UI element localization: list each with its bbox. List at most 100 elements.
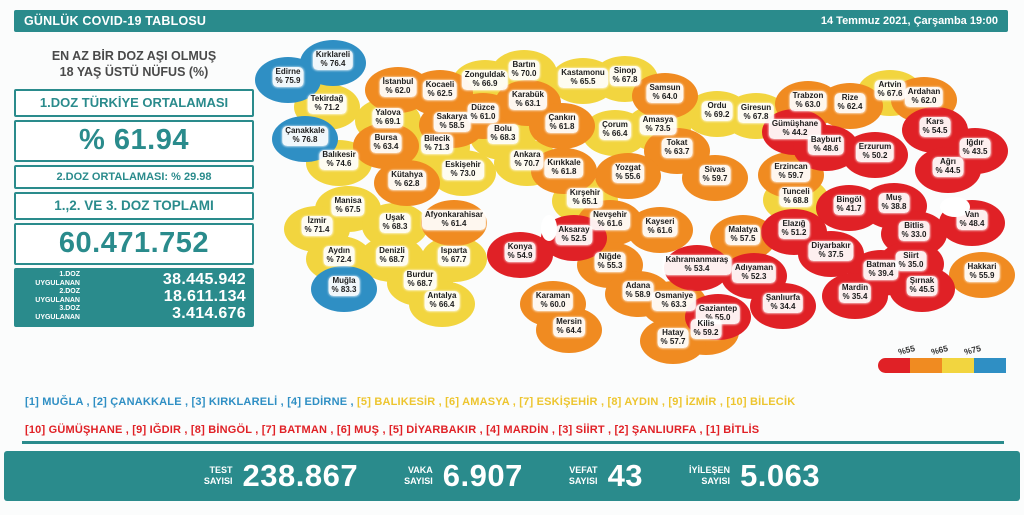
province-label-erzincan: Erzincan% 59.7 xyxy=(771,162,811,182)
province-region-erzincan xyxy=(758,152,824,198)
province-label-i̇zmir: İzmir% 71.4 xyxy=(301,216,333,236)
page-title: GÜNLÜK COVID-19 TABLOSU xyxy=(24,14,207,28)
province-label-aydın: Aydın% 72.4 xyxy=(323,246,355,266)
province-region-uşak xyxy=(362,203,428,249)
province-region-denizli xyxy=(359,236,425,282)
province-region-ağrı xyxy=(915,147,981,193)
dose-breakdown-block: 1.DOZ UYGULANAN 38.445.942 2.DOZ UYGULANAN 18… xyxy=(14,267,254,327)
province-label-ağrı: Ağrı% 44.5 xyxy=(932,157,964,177)
province-region-gümüşhane xyxy=(762,109,828,155)
province-label-karabük: Karabük% 63.1 xyxy=(508,90,548,110)
province-region-osmaniye xyxy=(641,281,707,327)
province-label-muş: Muş% 38.8 xyxy=(878,193,910,213)
province-label-eskişehir: Eskişehir% 73.0 xyxy=(442,160,484,180)
vaccination-stats-panel: EN AZ BİR DOZ AŞI OLMUŞ 18 YAŞ ÜSTÜ NÜFU… xyxy=(14,48,254,327)
province-label-adıyaman: Adıyaman% 52.3 xyxy=(731,263,777,283)
province-region-burdur xyxy=(387,260,453,306)
province-label-ardahan: Ardahan% 62.0 xyxy=(904,87,944,107)
province-region-kırklareli xyxy=(300,40,366,86)
separator-line xyxy=(22,441,1004,444)
province-label-şanlıurfa: Şanlıurfa% 34.4 xyxy=(762,293,804,313)
province-label-hatay: Hatay% 57.7 xyxy=(657,328,689,348)
province-region-kahramanmaraş xyxy=(664,245,730,291)
province-label-niğde: Niğde% 55.3 xyxy=(594,252,626,272)
province-region-isparta xyxy=(421,236,487,282)
province-region-kastamonu xyxy=(550,58,616,104)
top-title-bar: GÜNLÜK COVID-19 TABLOSU 14 Temmuz 2021, … xyxy=(14,10,1008,32)
province-label-düzce: Düzce% 61.0 xyxy=(467,103,499,123)
province-label-elazığ: Elazığ% 51.2 xyxy=(778,219,810,239)
province-region-mardin xyxy=(822,273,888,319)
dose-row-value: 18.611.134 xyxy=(163,288,246,305)
province-region-batman xyxy=(848,250,914,296)
province-region-elazığ xyxy=(761,209,827,255)
province-region-adıyaman xyxy=(721,253,787,299)
dose-row-label: 3.DOZ UYGULANAN xyxy=(35,305,80,321)
province-label-sivas: Sivas% 59.7 xyxy=(699,165,731,185)
province-region-artvin xyxy=(857,70,923,116)
province-region-çanakkale xyxy=(272,116,338,162)
dose-row-value: 3.414.676 xyxy=(172,305,246,322)
province-label-ordu: Ordu% 69.2 xyxy=(701,101,733,121)
province-label-uşak: Uşak% 68.3 xyxy=(379,213,411,233)
dose1-average-label: 1.DOZ TÜRKİYE ORTALAMASI xyxy=(14,88,254,117)
province-label-rize: Rize% 62.4 xyxy=(834,93,866,113)
province-region-antalya xyxy=(409,281,475,327)
province-region-muğla xyxy=(311,266,377,312)
province-label-hakkari: Hakkari% 55.9 xyxy=(964,262,1000,282)
province-label-konya: Konya% 54.9 xyxy=(504,242,536,262)
province-label-çanakkale: Çanakkale% 76.8 xyxy=(282,126,328,146)
province-label-yozgat: Yozgat% 55.6 xyxy=(612,163,644,183)
province-region-şanlıurfa xyxy=(750,283,816,329)
province-label-yalova: Yalova% 69.1 xyxy=(372,108,404,128)
province-region-çankırı xyxy=(529,103,595,149)
province-label-artvin: Artvin% 67.6 xyxy=(874,80,906,100)
province-region-tekirdağ xyxy=(294,84,360,130)
province-label-tunceli: Tunceli% 68.8 xyxy=(779,187,813,207)
province-region-düzce xyxy=(450,93,516,139)
province-region-kütahya xyxy=(374,160,440,206)
province-label-diyarbakır: Diyarbakır% 37.5 xyxy=(808,241,854,261)
province-region-i̇zmir xyxy=(284,206,350,252)
province-label-balıkesir: Balıkesir% 74.6 xyxy=(319,150,359,170)
province-label-mardin: Mardin% 35.4 xyxy=(838,283,872,303)
province-region-muş xyxy=(861,183,927,229)
province-region-karabük xyxy=(495,80,561,126)
province-region-bitlis xyxy=(881,211,947,257)
province-label-kırıkkale: Kırıkkale% 61.8 xyxy=(544,158,584,178)
province-region-bingöl xyxy=(816,185,882,231)
province-region-tokat xyxy=(644,128,710,174)
stat-label: VAKA SAYISI xyxy=(404,464,433,486)
province-region-manisa xyxy=(315,186,381,232)
province-label-şırnak: Şırnak% 45.5 xyxy=(906,276,938,296)
legend-segment-orange xyxy=(910,358,942,373)
province-region-kırıkkale xyxy=(531,148,597,194)
province-label-kahramanmaraş: Kahramanmaraş% 53.4 xyxy=(662,255,732,275)
province-region-yalova xyxy=(355,98,421,144)
province-region-kars xyxy=(902,107,968,153)
stat-value: 43 xyxy=(607,458,644,493)
province-label-iğdır: Iğdır% 43.5 xyxy=(959,138,991,158)
province-region-edirne xyxy=(255,57,321,103)
province-region-trabzon xyxy=(775,81,841,127)
province-label-van: Van% 48.4 xyxy=(956,210,988,230)
province-label-burdur: Burdur% 68.7 xyxy=(403,270,437,290)
legend-segment-yellow xyxy=(942,358,974,373)
province-region-tunceli xyxy=(763,177,829,223)
province-region-iğdır xyxy=(942,128,1008,174)
province-region-bursa xyxy=(353,123,419,169)
province-region-van xyxy=(939,200,1005,246)
dose1-average-value: % 61.94 xyxy=(14,119,254,162)
province-region-bartın xyxy=(491,50,557,96)
province-label-bursa: Bursa% 63.4 xyxy=(370,133,402,153)
province-label-mersin: Mersin% 64.4 xyxy=(553,317,585,337)
footnote-red-list: [10] GÜMÜŞHANE , [9] IĞDIR , [8] BİNGÖL … xyxy=(25,424,760,436)
province-region-ardahan xyxy=(891,77,957,123)
footnote-blue-list: [1] MUĞLA , [2] ÇANAKKALE , [3] KIRKLARE… xyxy=(25,396,358,408)
legend-threshold-label: %65 xyxy=(930,343,949,357)
province-label-batman: Batman% 39.4 xyxy=(863,260,899,280)
panel-heading: EN AZ BİR DOZ AŞI OLMUŞ 18 YAŞ ÜSTÜ NÜFU… xyxy=(14,48,254,81)
province-region-ordu xyxy=(684,91,750,137)
province-label-tekirdağ: Tekirdağ% 71.2 xyxy=(307,94,347,114)
dose2-average-line: 2.DOZ ORTALAMASI: % 29.98 xyxy=(14,164,254,189)
